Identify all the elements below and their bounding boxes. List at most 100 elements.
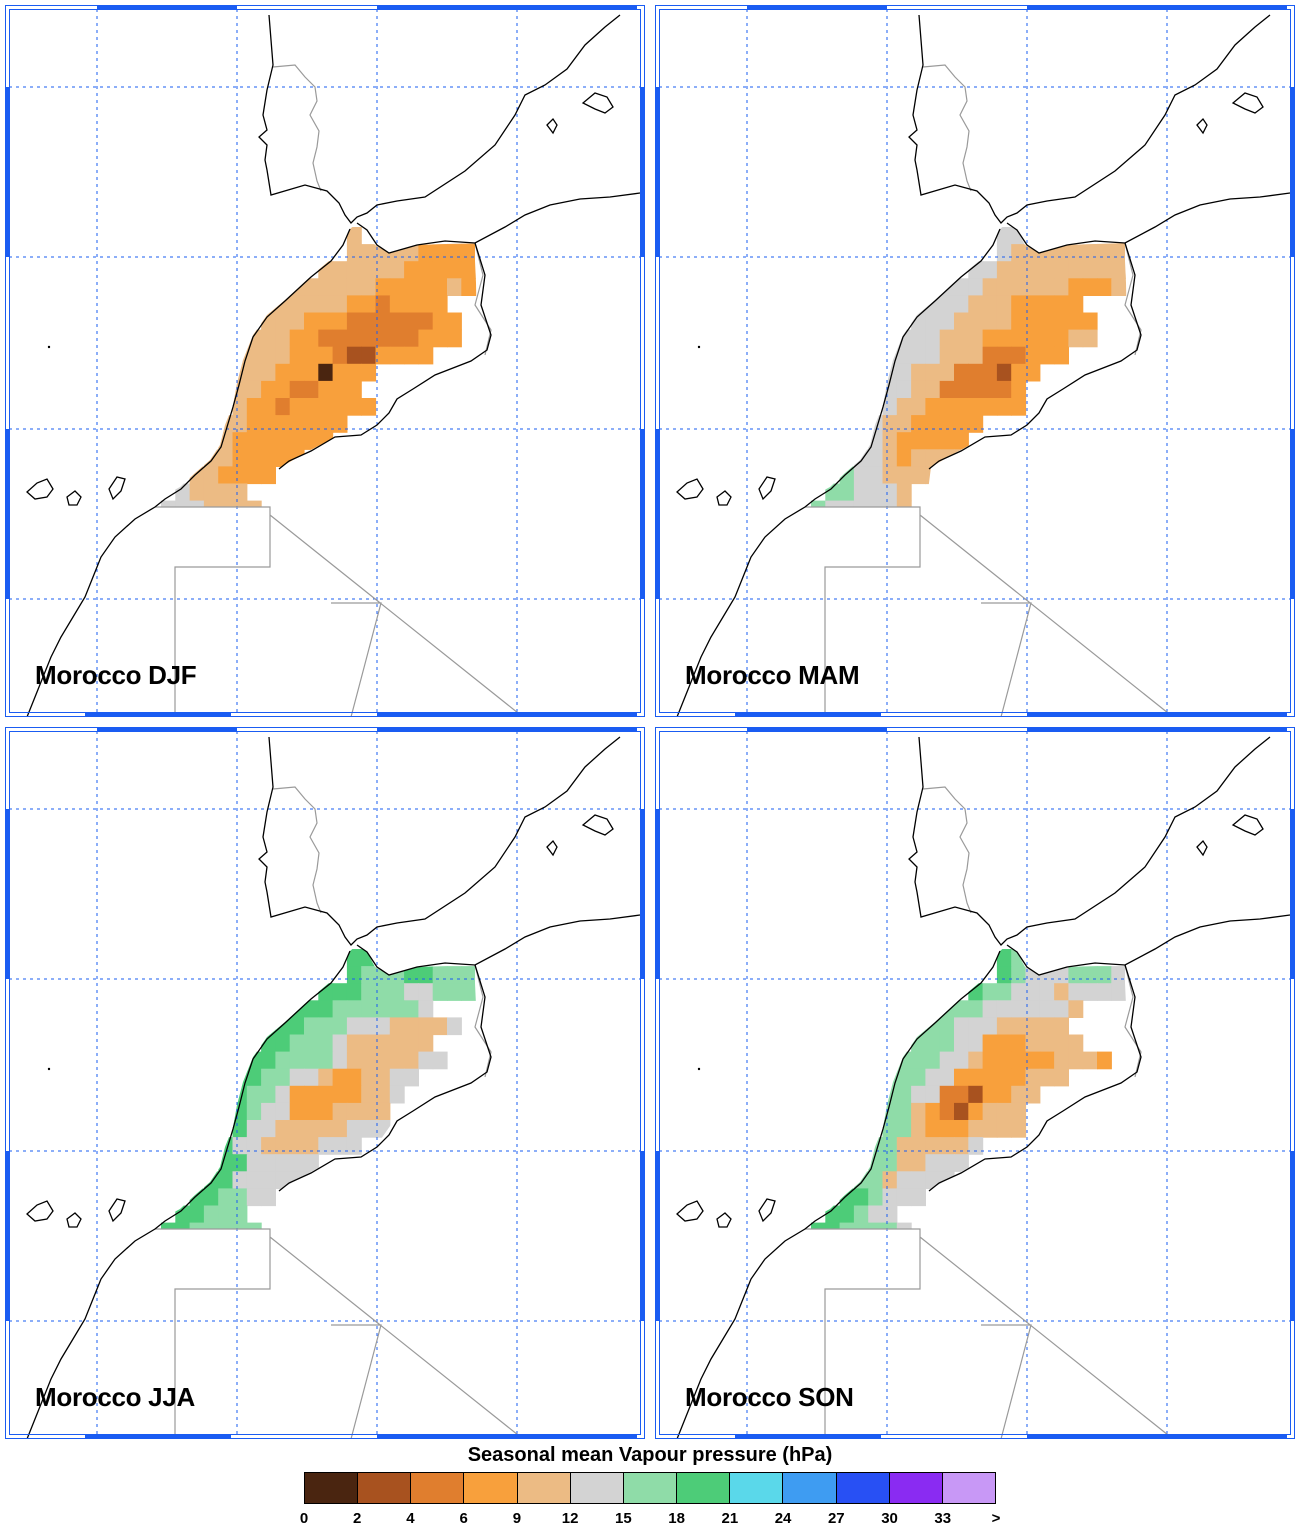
country-border xyxy=(155,1228,524,1439)
data-cell xyxy=(954,329,969,348)
data-cell xyxy=(1054,1051,1069,1070)
map-panel-jja: Morocco JJA xyxy=(5,727,645,1439)
country-border xyxy=(805,1228,1174,1439)
data-cell xyxy=(882,398,898,416)
data-cell xyxy=(232,1154,248,1172)
data-cell xyxy=(389,966,405,984)
data-cell xyxy=(218,1171,234,1189)
data-cell xyxy=(882,1205,898,1224)
data-cell xyxy=(289,380,305,399)
colorbar-tick-label: 30 xyxy=(881,1510,898,1527)
data-cell xyxy=(1039,1068,1055,1087)
data-cell xyxy=(882,415,898,433)
data-cell xyxy=(161,1222,176,1229)
map-mam xyxy=(655,5,1295,717)
data-cell xyxy=(432,966,448,984)
data-cell xyxy=(275,1085,291,1104)
data-cell xyxy=(882,432,898,450)
data-cell xyxy=(1011,1051,1027,1070)
island xyxy=(108,1198,126,1223)
data-cell xyxy=(853,1222,869,1229)
data-cell xyxy=(1011,966,1027,984)
data-cell xyxy=(289,449,305,467)
island xyxy=(758,1198,776,1223)
data-cell xyxy=(1068,966,1084,984)
data-cell xyxy=(911,449,926,467)
data-cell xyxy=(882,1154,898,1172)
data-cell xyxy=(361,278,377,296)
data-cell xyxy=(939,1051,955,1070)
colorbar-tick-label: 33 xyxy=(934,1510,952,1527)
island xyxy=(47,345,51,349)
data-cell xyxy=(375,1102,391,1121)
data-cell xyxy=(289,1068,305,1087)
data-cell xyxy=(332,1120,348,1138)
data-cell xyxy=(825,1205,841,1224)
data-cell xyxy=(275,398,291,416)
data-cell xyxy=(911,380,926,399)
data-cell xyxy=(304,278,319,296)
data-cell xyxy=(1039,966,1055,984)
colorbar-swatch xyxy=(889,1473,943,1503)
data-cell xyxy=(346,261,362,279)
data-cell xyxy=(361,1051,377,1070)
data-cell xyxy=(189,1222,205,1229)
data-cell xyxy=(968,1120,984,1138)
data-cell xyxy=(896,329,912,348)
data-cell xyxy=(1097,966,1112,984)
data-cell xyxy=(275,449,291,467)
data-cell xyxy=(404,1017,419,1036)
data-cell xyxy=(925,329,941,348)
data-cell xyxy=(939,1137,955,1155)
country-border xyxy=(474,964,492,1078)
data-cell xyxy=(996,1000,1012,1018)
data-cell xyxy=(939,1085,955,1104)
data-cell xyxy=(447,983,462,1001)
data-cell xyxy=(911,1171,926,1189)
coastline xyxy=(908,14,1271,224)
data-cell xyxy=(289,312,305,331)
coastline xyxy=(26,950,351,1439)
data-cell xyxy=(246,466,262,485)
data-cell xyxy=(346,312,362,331)
data-cell xyxy=(1054,1017,1069,1036)
data-cell xyxy=(232,1188,248,1207)
data-cell xyxy=(996,1102,1012,1121)
data-cell xyxy=(375,1051,391,1070)
colorbar-swatch xyxy=(942,1473,996,1503)
data-cell xyxy=(996,329,1012,348)
data-cell xyxy=(332,329,348,348)
data-cell xyxy=(447,261,462,279)
data-cell xyxy=(304,295,319,314)
data-cell xyxy=(1025,363,1041,382)
data-cell xyxy=(1054,261,1069,279)
data-cell xyxy=(246,1120,262,1138)
colorbar-swatch xyxy=(783,1473,837,1503)
island xyxy=(47,1067,51,1071)
data-cell xyxy=(389,1068,405,1087)
data-cell xyxy=(389,1034,405,1053)
data-cell xyxy=(389,1051,405,1070)
data-cell xyxy=(925,1171,941,1189)
data-cell xyxy=(853,466,869,485)
data-cell xyxy=(203,483,219,502)
data-cell xyxy=(289,278,305,296)
data-cell xyxy=(489,261,493,279)
data-cell xyxy=(261,398,276,416)
data-cell xyxy=(346,966,362,984)
data-cell xyxy=(175,500,191,507)
data-cell xyxy=(896,363,912,382)
panel-label: Morocco SON xyxy=(685,1382,854,1412)
map-jja xyxy=(5,727,645,1439)
data-cell xyxy=(318,415,334,433)
data-cell xyxy=(375,1085,391,1104)
data-cell xyxy=(996,983,1012,1001)
data-cell xyxy=(232,1171,248,1189)
data-cell xyxy=(1111,278,1127,296)
colorbar-tick-label: 4 xyxy=(406,1510,415,1527)
data-cell xyxy=(982,1120,998,1138)
data-cell xyxy=(954,1120,969,1138)
data-cell xyxy=(1011,983,1027,1001)
data-cell xyxy=(346,363,362,382)
data-cell xyxy=(261,1068,276,1087)
